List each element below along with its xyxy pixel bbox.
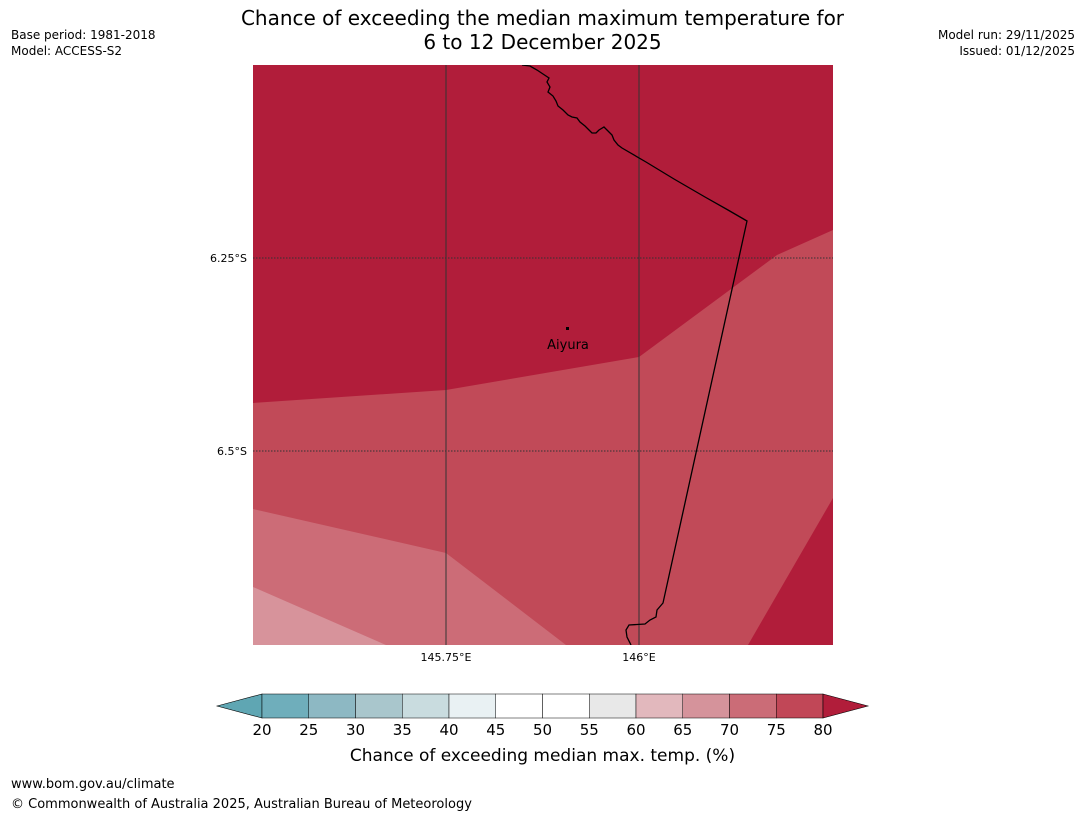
map-title-line1: Chance of exceeding the median maximum t…: [240, 6, 845, 30]
footer: www.bom.gov.au/climate © Commonwealth of…: [11, 775, 472, 815]
colorbar-tick-80: 80: [813, 721, 832, 739]
band-60-65: [253, 587, 386, 645]
colorbar-segment-30-35: [355, 693, 403, 719]
band-65-70: [253, 509, 566, 645]
lat-label-6-25: 6.25°S: [210, 252, 247, 265]
lat-label-6-5: 6.5°S: [217, 445, 247, 458]
aiyura-label: Aiyura: [547, 338, 589, 353]
colorbar-ticks: 20 25 30 35 40 45 50 55 60 65 70 75 80: [252, 721, 832, 739]
aiyura-marker: [566, 327, 569, 330]
colorbar-segment-55-60: [589, 693, 637, 719]
map-plot-area: Aiyura: [253, 65, 833, 645]
province-border: [521, 65, 748, 645]
meta-left: Base period: 1981-2018 Model: ACCESS-S2: [11, 27, 156, 59]
colorbar-tick-70: 70: [720, 721, 739, 739]
colorbar-segment-70-75: [729, 693, 777, 719]
footer-url[interactable]: www.bom.gov.au/climate: [11, 777, 175, 792]
colorbar-extend-high: [822, 693, 870, 719]
colorbar-segment-25-30: [308, 693, 356, 719]
colorbar-segments: [261, 693, 824, 719]
colorbar-tick-25: 25: [299, 721, 318, 739]
footer-copyright: © Commonwealth of Australia 2025, Austra…: [11, 797, 472, 812]
colorbar-tick-40: 40: [439, 721, 458, 739]
model-run-date: Model run: 29/11/2025: [937, 28, 1075, 42]
base-period: Base period: 1981-2018: [11, 28, 156, 42]
colorbar-tick-20: 20: [252, 721, 271, 739]
colorbar-segment-45-50: [495, 693, 543, 719]
colorbar-segment-20-25: [261, 693, 309, 719]
colorbar-tick-60: 60: [626, 721, 645, 739]
colorbar-segment-65-70: [682, 693, 730, 719]
model-name: Model: ACCESS-S2: [11, 44, 123, 58]
colorbar-tick-65: 65: [673, 721, 692, 739]
colorbar-segment-50-55: [542, 693, 590, 719]
colorbar-segment-35-40: [402, 693, 450, 719]
colorbar-tick-50: 50: [533, 721, 552, 739]
lon-label-145-75: 145.75°E: [421, 651, 472, 664]
colorbar-extend-low: [215, 693, 263, 719]
issued-date: Issued: 01/12/2025: [959, 44, 1075, 58]
colorbar-tick-45: 45: [486, 721, 505, 739]
band-70-75: [253, 230, 833, 645]
meta-right: Model run: 29/11/2025 Issued: 01/12/2025: [938, 27, 1075, 59]
map-title-line2: 6 to 12 December 2025: [423, 30, 662, 54]
colorbar-segment-40-45: [448, 693, 496, 719]
colorbar: 20 25 30 35 40 45 50 55 60 65 70 75 80: [215, 693, 870, 739]
colorbar-title: Chance of exceeding median max. temp. (%…: [349, 746, 736, 766]
colorbar-tick-75: 75: [767, 721, 786, 739]
colorbar-tick-35: 35: [393, 721, 412, 739]
colorbar-tick-55: 55: [580, 721, 599, 739]
lon-label-146: 146°E: [622, 651, 655, 664]
map-title: Chance of exceeding the median maximum t…: [0, 6, 1085, 54]
colorbar-segment-75-80: [776, 693, 824, 719]
colorbar-tick-30: 30: [346, 721, 365, 739]
colorbar-segment-60-65: [635, 693, 683, 719]
